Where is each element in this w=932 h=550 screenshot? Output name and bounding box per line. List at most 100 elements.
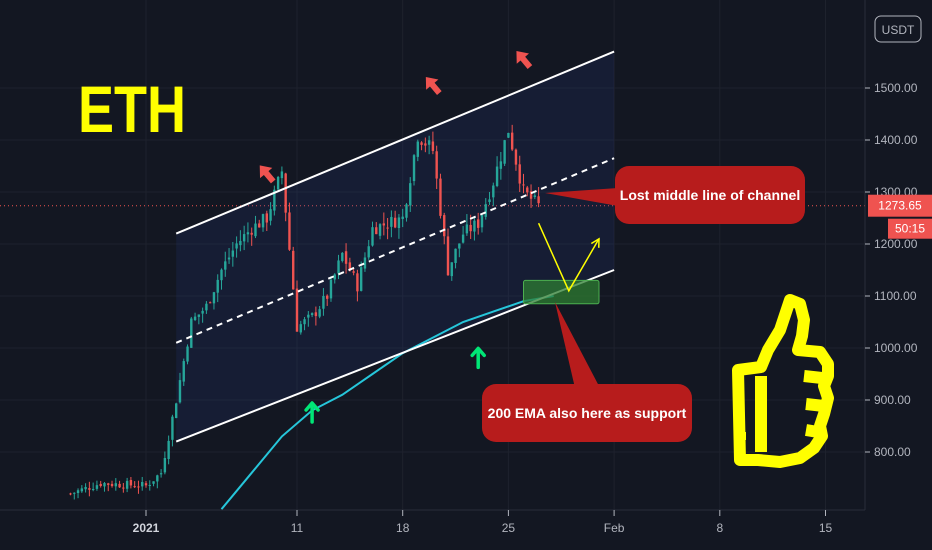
candle-body <box>103 483 106 487</box>
candle-body <box>477 219 480 228</box>
y-tick-label: 1100.00 <box>874 289 917 303</box>
callouts: Lost middle line of channel 200 EMA also … <box>482 166 805 442</box>
currency-badge[interactable]: USDT <box>874 15 922 43</box>
candle-body <box>156 475 159 482</box>
candle-body <box>197 314 201 317</box>
candle-body <box>537 196 540 204</box>
candle-body <box>480 215 484 228</box>
candle-body <box>114 483 117 487</box>
candle-body <box>420 142 423 145</box>
candle-body <box>107 483 110 485</box>
candle-body <box>118 483 121 488</box>
candle-body <box>356 273 359 292</box>
candle-body <box>518 164 521 184</box>
x-tick-label: 11 <box>291 521 304 535</box>
candle-body <box>333 274 336 280</box>
callout-1: Lost middle line of channel <box>545 166 805 224</box>
candle-body <box>405 204 408 218</box>
candle-body <box>469 224 472 232</box>
chart-title: ETH <box>78 72 186 146</box>
candle-body <box>193 316 197 321</box>
candle-body <box>69 493 72 495</box>
candle-body <box>220 269 223 281</box>
candle-body <box>510 132 514 150</box>
y-tick-label: 1500.00 <box>874 81 918 95</box>
candle-body <box>529 191 533 199</box>
candle-body <box>212 292 216 304</box>
candle-body <box>310 313 314 316</box>
candle-body <box>514 149 518 165</box>
callout-2: 200 EMA also here as support <box>482 302 692 442</box>
candle-body <box>284 173 287 213</box>
last-price-value: 1273.65 <box>878 199 922 213</box>
candle-body <box>522 184 525 186</box>
callout-box <box>482 384 692 442</box>
candle-body <box>235 243 238 249</box>
candle-body <box>446 236 450 276</box>
candle-body <box>288 212 291 250</box>
projection-arrowhead <box>590 237 600 248</box>
candle-body <box>492 185 495 198</box>
candle-body <box>122 487 125 489</box>
candle-body <box>424 143 427 146</box>
candle-body <box>488 199 491 203</box>
candle-body <box>359 267 363 291</box>
countdown-value: 50:15 <box>895 222 925 236</box>
candle-body <box>141 481 144 487</box>
candle-body <box>409 183 412 206</box>
candle-body <box>254 223 257 237</box>
candle-body <box>322 295 325 309</box>
candle-body <box>110 483 114 487</box>
candle-body <box>393 217 397 228</box>
candle-body <box>439 178 442 216</box>
callout-pointer <box>545 188 618 206</box>
candle-body <box>299 324 302 333</box>
candle-body <box>412 155 416 182</box>
candle-body <box>326 295 329 299</box>
candle-body <box>216 279 219 293</box>
callout-pointer <box>555 302 600 388</box>
candle-body <box>171 416 174 440</box>
x-tick-label: Feb <box>604 521 625 535</box>
candle-body <box>163 458 167 473</box>
thumbs-up-icon <box>732 294 834 468</box>
x-tick-label: 18 <box>396 521 410 535</box>
candle-body <box>182 361 185 382</box>
red-arrow-shape <box>516 50 533 69</box>
candle-body <box>242 234 246 242</box>
candle-body <box>208 302 212 304</box>
red-arrow-shape <box>259 165 276 184</box>
candle-body <box>186 346 189 362</box>
candle-body <box>231 250 235 257</box>
y-tick-label: 1200.00 <box>874 237 918 251</box>
projection-path <box>537 222 600 293</box>
candle-body <box>246 232 250 235</box>
candle-body <box>499 161 503 169</box>
candle-body <box>292 250 295 290</box>
candle-body <box>461 234 465 243</box>
candle-body <box>503 140 506 164</box>
green-arrow-icon <box>304 401 320 424</box>
candle-body <box>401 216 404 219</box>
candle-body <box>450 262 453 277</box>
x-tick-label: 15 <box>819 521 833 535</box>
candles <box>69 124 540 500</box>
candle-body <box>329 279 333 299</box>
candle-body <box>435 151 438 179</box>
x-tick-label: 8 <box>716 521 723 535</box>
candle-body <box>484 204 487 217</box>
candle-body <box>227 257 231 260</box>
price-axis: 800.00900.001000.001100.001200.001300.00… <box>864 0 918 510</box>
candle-body <box>363 257 367 269</box>
candle-body <box>341 252 344 261</box>
candle-body <box>258 223 261 228</box>
candle-body <box>443 215 446 237</box>
currency-label: USDT <box>882 23 915 37</box>
candle-body <box>224 261 227 270</box>
candle-body <box>314 312 318 317</box>
candle-body <box>80 488 84 492</box>
callout-text: Lost middle line of channel <box>620 187 800 203</box>
support-zone <box>523 279 600 305</box>
candle-body <box>167 440 170 459</box>
